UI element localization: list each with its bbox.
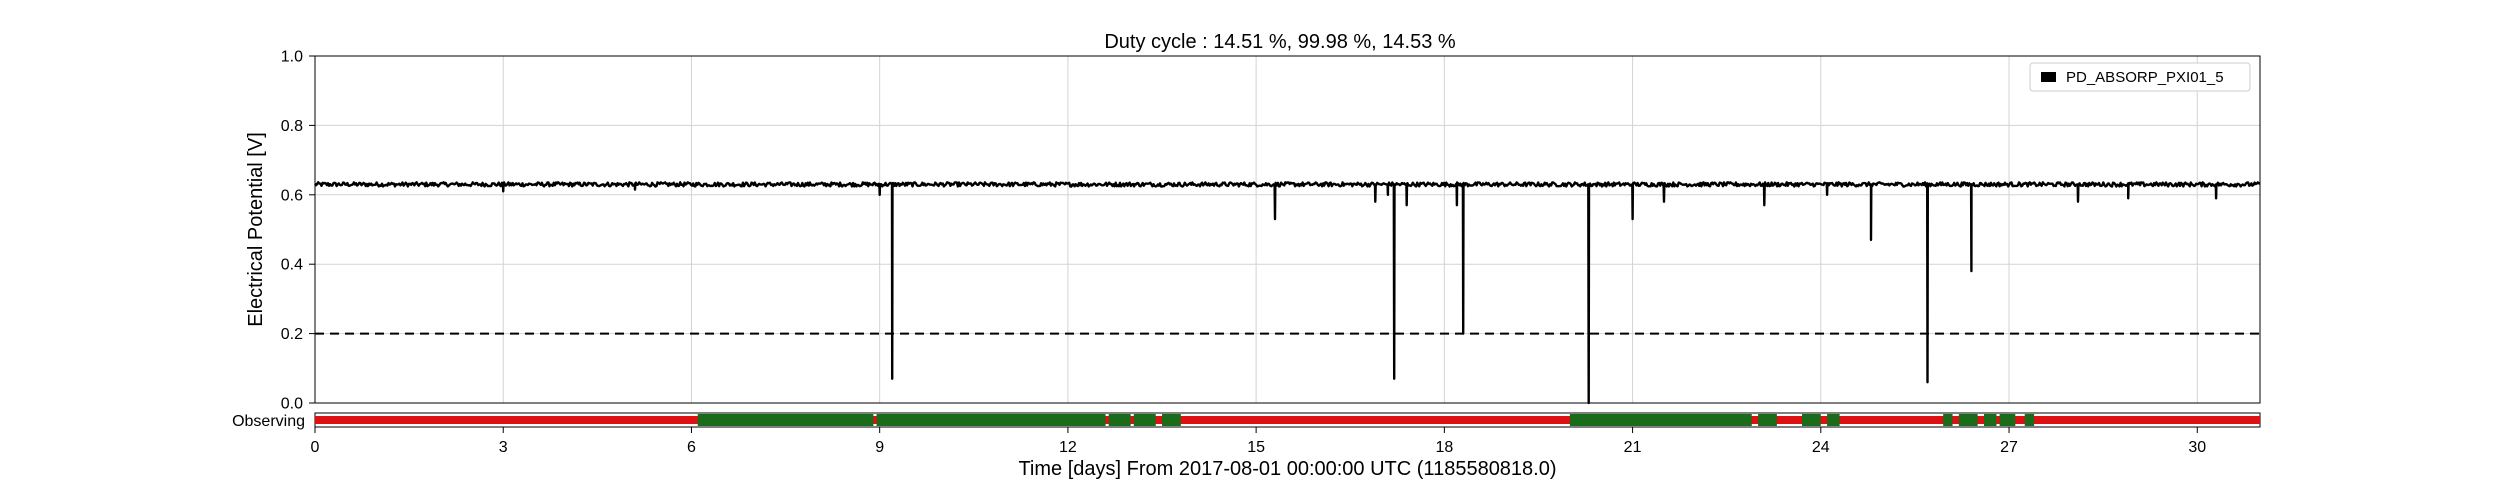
segment-observing: [1108, 414, 1131, 426]
segment-observing: [2024, 414, 2035, 426]
x-tick-label: 3: [499, 439, 508, 456]
y-tick-label: 1.0: [281, 49, 303, 66]
segment-observing: [697, 414, 874, 426]
chart-title: Duty cycle : 14.51 %, 99.98 %, 14.53 %: [1104, 31, 1456, 53]
segment-observing: [1999, 414, 2016, 426]
segment-observing: [1958, 414, 1978, 426]
legend-box: [2029, 62, 2251, 92]
plot-frame: [314, 55, 2261, 404]
y-axis-label: Electrical Potential [V]: [245, 132, 267, 327]
legend-label: PD_ABSORP_PXI01_5: [2066, 69, 2224, 86]
y-tick-label: 0.4: [281, 257, 303, 274]
segment-not-observing: [315, 416, 2260, 424]
segment-observing: [1162, 414, 1181, 426]
segment-label: Observing: [232, 413, 305, 430]
segment-observing: [1133, 414, 1156, 426]
x-tick-label: 24: [1812, 439, 1830, 456]
segment-observing: [1983, 414, 1997, 426]
x-tick-label: 27: [2000, 439, 2018, 456]
series-line: [314, 181, 2261, 405]
segment-observing: [1801, 414, 1821, 426]
x-tick-label: 9: [875, 439, 884, 456]
y-axis-ticks: 0.0 0.2 0.4 0.6 0.8 1.0: [281, 49, 315, 413]
x-tick-label: 18: [1435, 439, 1453, 456]
x-tick-label: 21: [1624, 439, 1642, 456]
segment-observing: [1569, 414, 1752, 426]
y-tick-label: 0.0: [281, 396, 303, 413]
segment-observing: [876, 414, 1106, 426]
y-tick-label: 0.6: [281, 187, 303, 204]
segment-bar: [314, 412, 2261, 428]
x-tick-label: 12: [1059, 439, 1077, 456]
x-tick-label: 30: [2188, 439, 2206, 456]
y-tick-label: 0.2: [281, 326, 303, 343]
x-tick-label: 0: [311, 439, 320, 456]
y-tick-label: 0.8: [281, 118, 303, 135]
x-tick-label: 6: [687, 439, 696, 456]
x-axis-ticks: 0 3 6 9 12 15 18 21 24 27 30: [311, 427, 2206, 456]
segment-observing: [1943, 414, 1953, 426]
legend-swatch: [2041, 72, 2056, 82]
x-axis-label: Time [days] From 2017-08-01 00:00:00 UTC…: [1018, 458, 1556, 480]
legend: PD_ABSORP_PXI01_5: [2029, 62, 2251, 92]
segment-observing: [1758, 414, 1777, 426]
segment-observing: [1827, 414, 1840, 426]
x-tick-label: 15: [1247, 439, 1265, 456]
